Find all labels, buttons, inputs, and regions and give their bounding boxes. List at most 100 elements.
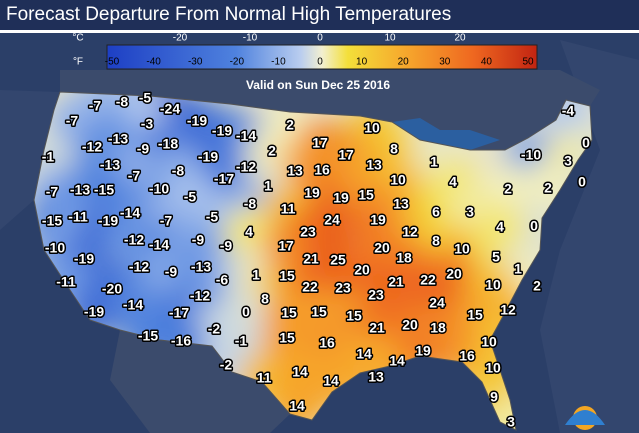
temperature-label: -13: [191, 259, 211, 275]
temperature-label: 19: [333, 190, 349, 206]
temperature-label: -17: [214, 171, 234, 187]
temperature-label: -14: [120, 205, 140, 221]
temperature-label: -8: [116, 94, 129, 110]
fahrenheit-tick: 20: [398, 57, 410, 68]
temperature-label: -8: [244, 196, 257, 212]
temperature-label: 10: [481, 334, 497, 350]
temperature-label: -19: [74, 251, 94, 267]
temperature-label: 16: [459, 348, 475, 364]
fahrenheit-unit: °F: [73, 57, 83, 68]
temperature-label: 15: [281, 305, 297, 321]
temperature-label: -14: [236, 128, 256, 144]
temperature-label: 15: [279, 268, 295, 284]
temperature-label: 0: [582, 135, 590, 151]
temperature-label: -7: [89, 98, 102, 114]
temperature-label: -9: [137, 141, 150, 157]
temperature-label: -12: [124, 232, 144, 248]
fahrenheit-tick: 50: [522, 57, 534, 68]
temperature-label: 18: [396, 250, 412, 266]
temperature-label: 14: [356, 346, 372, 362]
temperature-label: -15: [42, 213, 62, 229]
temperature-label: -13: [70, 182, 90, 198]
temperature-label: -14: [123, 297, 143, 313]
temperature-label: 6: [432, 204, 440, 220]
temperature-label: -15: [138, 328, 158, 344]
temperature-label: 2: [504, 181, 512, 197]
fahrenheit-tick: -20: [230, 57, 245, 68]
temperature-label: -7: [160, 213, 173, 229]
temperature-label: 20: [446, 266, 462, 282]
temperature-label: 16: [314, 162, 330, 178]
temperature-label: 13: [366, 157, 382, 173]
temperature-label: 1: [430, 154, 438, 170]
celsius-tick: 20: [454, 33, 466, 44]
temperature-label: 4: [449, 174, 457, 190]
temperature-label: -11: [68, 209, 88, 225]
temperature-label: -17: [169, 305, 189, 321]
great-lakes: [392, 118, 500, 150]
mexico: [110, 330, 290, 433]
temperature-label: 10: [454, 241, 470, 257]
temperature-label: -2: [220, 357, 233, 373]
temperature-label: 15: [358, 187, 374, 203]
celsius-tick: -10: [243, 33, 258, 44]
legend-bar: [106, 44, 538, 70]
temperature-label: 8: [261, 291, 269, 307]
temperature-label: -2: [208, 321, 221, 337]
temperature-label: 10: [364, 120, 380, 136]
temperature-label: -11: [56, 274, 76, 290]
temperature-label: 8: [432, 233, 440, 249]
us-border: [33, 91, 593, 431]
temperature-label: -7: [46, 184, 59, 200]
temperature-label: 17: [312, 135, 328, 151]
temperature-label: -15: [94, 182, 114, 198]
temperature-label: -19: [212, 123, 232, 139]
temperature-label: -19: [198, 149, 218, 165]
temperature-label: 2: [286, 117, 294, 133]
temperature-label: -12: [236, 159, 256, 175]
temperature-label: -20: [102, 281, 122, 297]
celsius-tick: 0: [317, 33, 323, 44]
valid-date: Valid on Sun Dec 25 2016: [246, 78, 390, 92]
temperature-label: 4: [245, 224, 253, 240]
title-bar: [0, 0, 639, 30]
temperature-label: 10: [485, 277, 501, 293]
title: Forecast Departure From Normal High Temp…: [6, 4, 451, 25]
temperature-label: 18: [430, 320, 446, 336]
temperature-label: 11: [281, 201, 296, 217]
temperature-label: -19: [84, 304, 104, 320]
temperature-label: 14: [289, 398, 305, 414]
temperature-label: 1: [264, 178, 272, 194]
temperature-label: 24: [429, 295, 445, 311]
temperature-label: 0: [578, 174, 586, 190]
temperature-label: 15: [311, 304, 327, 320]
fahrenheit-tick: -40: [146, 57, 161, 68]
temperature-label: -7: [128, 168, 141, 184]
temperature-label: 17: [278, 238, 294, 254]
temperature-label: 22: [420, 272, 436, 288]
temperature-label: 16: [319, 335, 335, 351]
temperature-label: -12: [82, 139, 102, 155]
temperature-label: -1: [42, 149, 55, 165]
temperature-label: 4: [496, 219, 504, 235]
temperature-label: 23: [368, 287, 384, 303]
temperature-label: 2: [544, 180, 552, 196]
temperature-label: -10: [521, 147, 541, 163]
temperature-label: 11: [257, 370, 272, 386]
temperature-label: 3: [564, 153, 572, 169]
temperature-label: -9: [192, 232, 205, 248]
temperature-label: 15: [279, 330, 295, 346]
temperature-label: -5: [184, 189, 197, 205]
us-land: [34, 92, 592, 430]
temperature-label: 15: [467, 307, 483, 323]
temperature-label: 21: [303, 251, 319, 267]
temperature-label: 17: [338, 147, 354, 163]
temperature-label: 9: [490, 389, 498, 405]
temperature-label: 14: [323, 373, 339, 389]
temperature-label: -10: [149, 181, 169, 197]
temperature-label: 19: [415, 343, 431, 359]
temperature-label: -12: [190, 288, 210, 304]
temperature-label: 20: [374, 240, 390, 256]
fahrenheit-tick: 10: [356, 57, 368, 68]
